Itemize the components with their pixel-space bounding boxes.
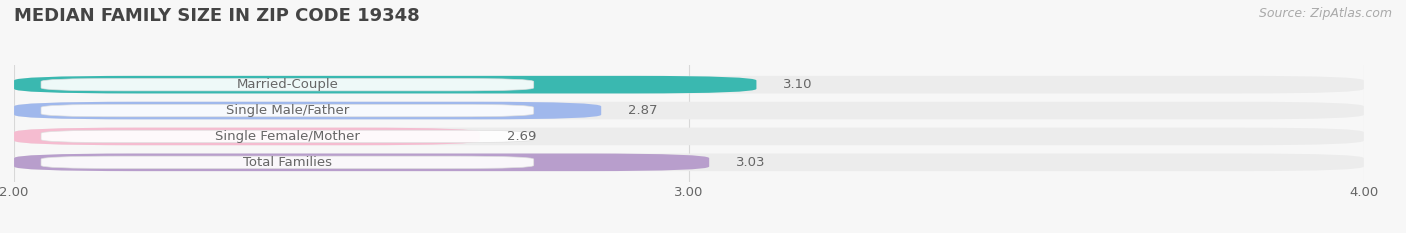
Text: Single Female/Mother: Single Female/Mother [215,130,360,143]
FancyBboxPatch shape [14,128,479,145]
FancyBboxPatch shape [41,130,534,143]
Text: Total Families: Total Families [243,156,332,169]
FancyBboxPatch shape [41,156,534,168]
FancyBboxPatch shape [14,154,1364,171]
Text: 2.69: 2.69 [506,130,536,143]
FancyBboxPatch shape [14,154,709,171]
Text: Source: ZipAtlas.com: Source: ZipAtlas.com [1258,7,1392,20]
Text: Single Male/Father: Single Male/Father [226,104,349,117]
FancyBboxPatch shape [14,128,1364,145]
FancyBboxPatch shape [14,102,1364,119]
FancyBboxPatch shape [14,76,756,93]
FancyBboxPatch shape [41,104,534,117]
Text: MEDIAN FAMILY SIZE IN ZIP CODE 19348: MEDIAN FAMILY SIZE IN ZIP CODE 19348 [14,7,420,25]
Text: 2.87: 2.87 [628,104,658,117]
Text: 3.03: 3.03 [737,156,766,169]
FancyBboxPatch shape [14,102,602,119]
FancyBboxPatch shape [14,76,1364,93]
FancyBboxPatch shape [41,79,534,91]
Text: 3.10: 3.10 [783,78,813,91]
Text: Married-Couple: Married-Couple [236,78,339,91]
